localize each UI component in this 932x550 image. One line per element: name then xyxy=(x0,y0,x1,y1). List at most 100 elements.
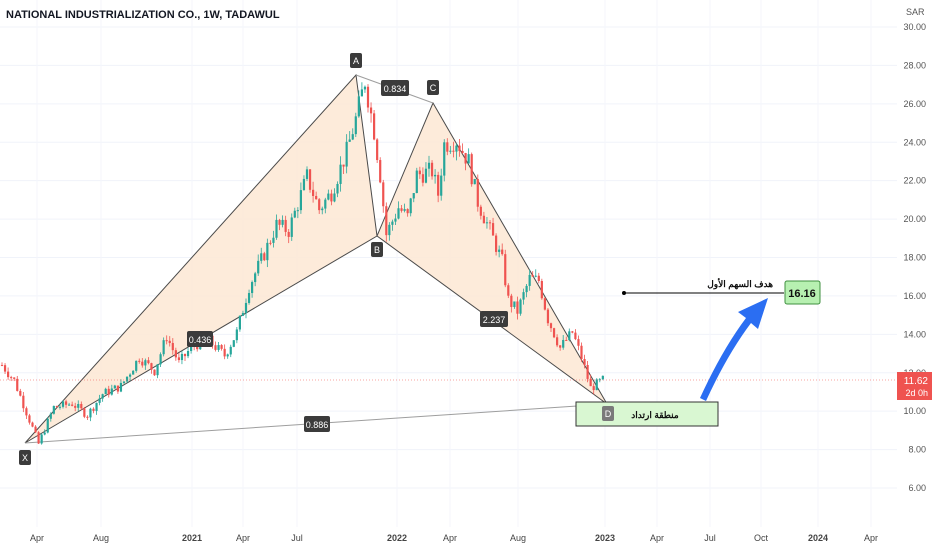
candle-body xyxy=(379,160,382,183)
candle-body xyxy=(165,340,168,342)
y-tick-label: 28.00 xyxy=(903,60,926,70)
candle-body xyxy=(528,274,531,286)
candle-body xyxy=(113,385,116,389)
target-line-start xyxy=(622,291,626,295)
candle-body xyxy=(162,340,165,355)
y-tick-label: 14.00 xyxy=(903,329,926,339)
point-label-d: D xyxy=(602,406,614,421)
y-tick-label: 26.00 xyxy=(903,99,926,109)
x-tick-label: 2024 xyxy=(808,533,828,543)
candle-body xyxy=(443,142,446,176)
candle-body xyxy=(144,360,147,366)
candle-body xyxy=(403,209,406,211)
candle-body xyxy=(293,210,296,218)
candle-body xyxy=(571,331,574,333)
candle-body xyxy=(531,274,534,277)
candle-body xyxy=(247,293,251,303)
candle-body xyxy=(342,164,345,167)
x-tick-label: Apr xyxy=(443,533,457,543)
candle-body xyxy=(37,432,40,444)
candle-body xyxy=(10,377,13,379)
point-c-text: C xyxy=(430,83,437,93)
candle-body xyxy=(168,340,171,343)
candle-body xyxy=(449,150,452,152)
candle-body xyxy=(58,406,62,408)
candle-body xyxy=(391,221,394,225)
x-tick-label: Aug xyxy=(510,533,526,543)
candle-body xyxy=(452,150,455,152)
candle-body xyxy=(275,219,278,238)
candle-body xyxy=(71,404,74,406)
candle-body xyxy=(214,345,217,350)
candle-body xyxy=(488,222,492,224)
candle-body xyxy=(382,182,385,207)
candle-body xyxy=(74,405,77,408)
candle-body xyxy=(473,179,476,185)
candlestick-series xyxy=(0,82,604,445)
point-x-text: X xyxy=(22,453,28,463)
candle-body xyxy=(235,329,238,341)
point-label-x: X xyxy=(19,450,31,465)
candle-body xyxy=(559,345,562,348)
reversal-zone-label: منطقة ارتداد xyxy=(631,410,679,421)
x-tick-label: Jul xyxy=(291,533,303,543)
candle-body xyxy=(3,365,7,372)
candle-body xyxy=(150,363,153,370)
x-tick-label: 2023 xyxy=(595,533,615,543)
y-tick-label: 24.00 xyxy=(903,137,926,147)
y-tick-label: 20.00 xyxy=(903,214,926,224)
candle-body xyxy=(52,405,55,414)
time-axis[interactable]: Apr Aug 2021 Apr Jul 2022 Apr Aug 2023 Apr Jul Oct 2… xyxy=(30,533,878,543)
candle-body xyxy=(266,242,269,261)
candle-body xyxy=(574,332,577,340)
ratio-xb-text: 0.436 xyxy=(189,335,212,345)
candle-body xyxy=(461,150,464,154)
last-price-marker: 11.62 2d 0h xyxy=(897,372,932,400)
candle-body xyxy=(226,354,229,357)
candle-body xyxy=(269,242,272,244)
candle-body xyxy=(159,354,162,365)
candle-body xyxy=(562,339,565,348)
candle-body xyxy=(537,275,540,281)
candle-body xyxy=(156,364,159,376)
candle-body xyxy=(287,231,290,237)
candle-body xyxy=(394,218,397,222)
candle-body xyxy=(229,346,232,355)
candle-body xyxy=(55,405,58,408)
price-axis[interactable]: 6.008.0010.0012.0014.0016.0018.0020.0022… xyxy=(903,22,926,493)
candle-body xyxy=(107,388,110,395)
candle-body xyxy=(220,345,223,349)
ratio-label-xb: 0.436 xyxy=(187,331,213,347)
candle-body xyxy=(427,162,431,169)
candle-body xyxy=(19,390,22,396)
candle-body xyxy=(61,401,65,407)
candle-body xyxy=(186,350,190,357)
candle-body xyxy=(241,313,245,316)
candle-body xyxy=(232,340,235,347)
candle-body xyxy=(476,179,479,207)
y-tick-label: 10.00 xyxy=(903,406,926,416)
candle-body xyxy=(272,237,275,243)
y-tick-label: 18.00 xyxy=(903,253,926,263)
candle-body xyxy=(284,219,287,232)
ratio-xd-text: 0.886 xyxy=(306,420,329,430)
candle-body xyxy=(519,299,522,314)
candle-body xyxy=(373,113,376,140)
candle-body xyxy=(132,370,135,375)
candle-body xyxy=(525,285,528,293)
candle-body xyxy=(598,379,601,381)
candle-body xyxy=(312,189,315,196)
point-label-c: C xyxy=(427,80,439,95)
candle-body xyxy=(257,260,260,274)
point-label-a: A xyxy=(350,53,362,68)
candle-body xyxy=(135,360,138,371)
candle-body xyxy=(80,403,83,409)
point-a-text: A xyxy=(353,56,359,66)
candle-body xyxy=(549,323,553,329)
last-price-value: 11.62 xyxy=(904,376,929,387)
candle-body xyxy=(516,301,519,314)
candle-body xyxy=(345,141,348,167)
reversal-zone-box xyxy=(575,401,719,427)
candle-body xyxy=(308,169,312,190)
